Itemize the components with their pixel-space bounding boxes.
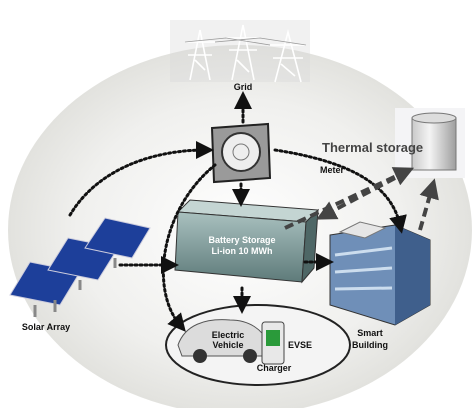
diagram: Grid Meter Thermal storage Battery Stora… [0,0,472,408]
grid-label: Grid [234,82,253,92]
smart-building [330,222,430,325]
solar-array-label: Solar Array [22,322,70,332]
thermal-storage-label: Thermal storage [322,140,423,155]
evse-label: EVSE [288,340,312,350]
electric-vehicle-label: Electric [212,330,245,340]
electric-vehicle-label: Vehicle [212,340,243,350]
smart-building-label: Smart [357,328,383,338]
charger-label: Charger [257,363,292,373]
smart-building-label: Building [352,340,388,350]
meter [212,124,270,182]
battery-label: Battery Storage [208,235,275,245]
charger [262,322,284,364]
battery-capacity: Li-ion 10 MWh [212,246,273,256]
page: {"nodes": { "grid": {"label": "Grid"}, "… [0,0,472,408]
grid-pylons [170,20,310,82]
